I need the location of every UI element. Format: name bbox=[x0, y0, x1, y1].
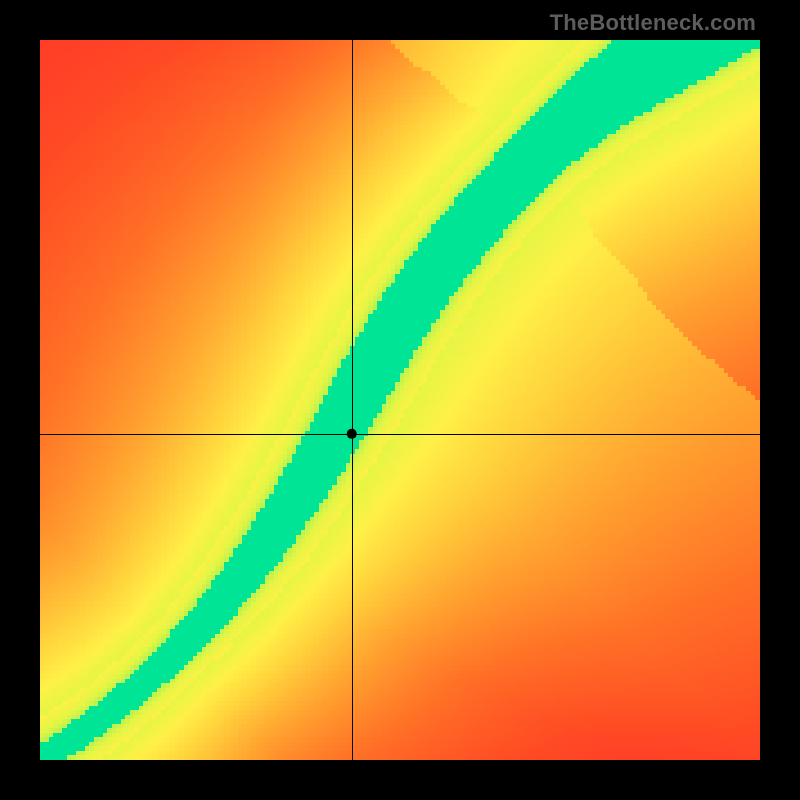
frame: TheBottleneck.com bbox=[0, 0, 800, 800]
heatmap-canvas bbox=[40, 40, 760, 760]
watermark-text: TheBottleneck.com bbox=[550, 10, 756, 36]
plot-area bbox=[40, 40, 760, 760]
